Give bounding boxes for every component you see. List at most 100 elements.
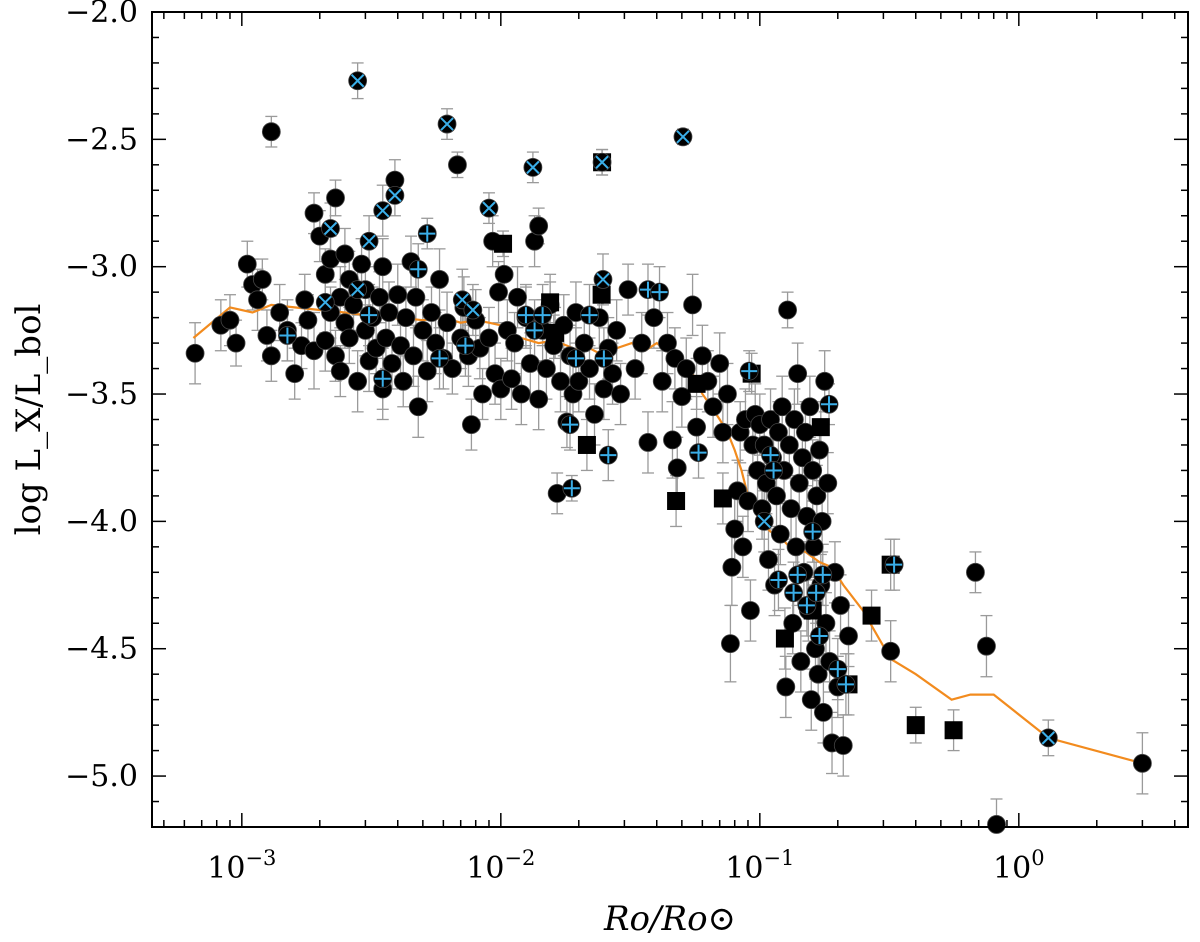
plus-marker [814, 566, 831, 583]
circle-marker [508, 287, 527, 307]
x-marker [318, 295, 332, 310]
circle-marker [632, 333, 652, 353]
circle-marker [373, 257, 393, 277]
circle-marker [987, 815, 1006, 834]
x-tick-label: 100 [993, 846, 1045, 886]
circle-marker [767, 486, 786, 506]
circle-marker [330, 361, 350, 381]
plus-marker [765, 462, 782, 479]
circle-marker [672, 387, 692, 406]
circle-marker [339, 328, 359, 348]
plus-marker [837, 676, 854, 693]
plus-marker [821, 396, 838, 413]
circle-marker [261, 346, 281, 366]
plus-marker [811, 627, 828, 644]
circle-marker [537, 359, 556, 378]
plus-marker [789, 566, 806, 583]
plus-marker [886, 556, 903, 573]
circle-marker [248, 290, 267, 310]
circle-marker [644, 308, 664, 328]
circle-marker [315, 331, 335, 350]
circle-marker [808, 664, 828, 684]
circle-marker [304, 203, 324, 223]
circle-marker [520, 354, 540, 373]
circle-marker [663, 430, 682, 450]
circle-marker [529, 216, 549, 236]
circle-marker [687, 417, 706, 437]
circle-marker [791, 652, 811, 671]
circle-marker [408, 397, 428, 417]
x-tick-labels: 10−3 10−2 10−1 100 [207, 846, 1044, 886]
circle-marker [529, 389, 549, 409]
circle-marker [396, 308, 416, 328]
circle-marker [603, 364, 622, 384]
plus-marker [651, 284, 668, 301]
circle-marker [220, 310, 240, 330]
circle-marker [422, 303, 441, 322]
plus-marker [517, 307, 534, 324]
circle-marker [391, 336, 410, 356]
circle-marker [448, 155, 467, 175]
circle-marker [713, 422, 733, 442]
y-tick-label: −2.0 [65, 0, 138, 30]
circle-marker [772, 397, 792, 417]
circle-marker [718, 384, 737, 404]
x-marker [595, 155, 609, 169]
circle-marker [801, 690, 821, 710]
circle-marker [413, 320, 433, 340]
circle-marker [285, 364, 305, 384]
x-marker [388, 188, 402, 203]
circle-marker [406, 287, 426, 307]
plus-marker [770, 571, 787, 588]
circle-marker [611, 384, 630, 404]
square-marker [687, 374, 706, 393]
circle-marker [652, 371, 672, 391]
x-marker [350, 282, 365, 297]
circle-marker [569, 371, 589, 391]
plus-marker [804, 523, 821, 540]
plus-marker [595, 350, 612, 367]
circle-marker [786, 537, 806, 557]
x-marker [323, 221, 338, 236]
circle-marker [295, 290, 315, 310]
circle-marker [703, 397, 723, 417]
circle-marker [814, 702, 833, 722]
circle-marker [1132, 753, 1152, 773]
square-marker [577, 435, 596, 454]
x-tick-label: 10−2 [466, 846, 535, 886]
circle-marker [607, 320, 627, 340]
plot-frame [151, 11, 1189, 828]
circle-marker [638, 433, 658, 452]
x-marker [362, 234, 376, 248]
x-marker [526, 160, 540, 175]
circle-marker [810, 440, 829, 460]
circle-marker [417, 361, 437, 381]
circle-marker [683, 295, 702, 315]
x-marker [350, 74, 365, 88]
x-tick-label: 10−1 [725, 846, 794, 886]
plus-marker [279, 327, 296, 344]
plus-marker [690, 444, 707, 461]
x-marker [440, 117, 454, 131]
circle-marker [792, 448, 812, 468]
plus-marker [526, 322, 543, 339]
y-tick-label: −3.5 [65, 377, 138, 412]
circle-marker [494, 264, 514, 284]
circle-marker [788, 364, 808, 384]
circle-marker [721, 634, 740, 654]
circle-marker [388, 285, 408, 305]
square-marker [546, 323, 565, 342]
circle-marker [618, 280, 638, 300]
circle-marker [818, 473, 838, 493]
plus-marker [419, 225, 436, 242]
circle-marker [966, 562, 985, 582]
circle-marker [580, 359, 599, 378]
plus-marker [808, 584, 825, 601]
plus-marker [741, 363, 758, 380]
circle-marker [710, 354, 730, 373]
circle-marker [462, 415, 481, 434]
circle-marker [185, 343, 205, 363]
square-marker [494, 234, 513, 253]
circle-marker [977, 636, 996, 656]
